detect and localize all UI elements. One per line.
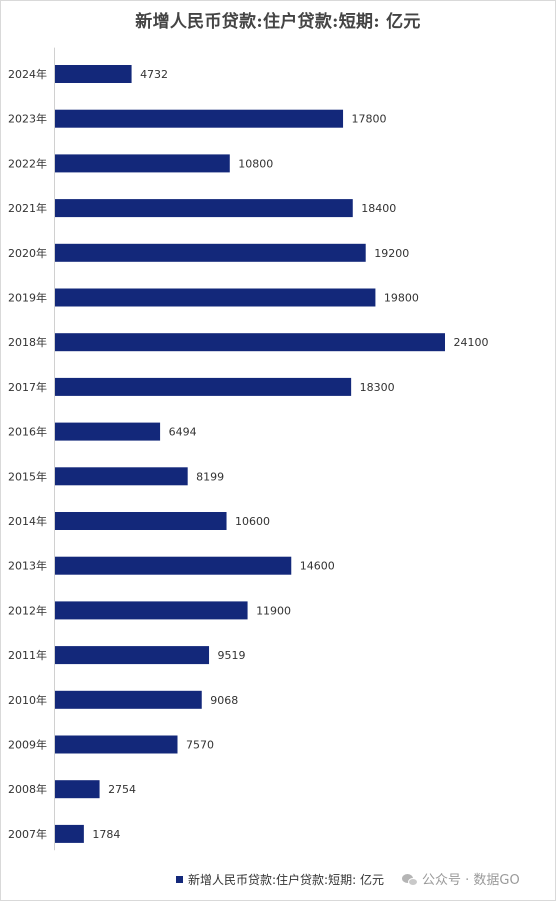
bar [55, 65, 132, 83]
y-tick-label: 2016年 [8, 425, 47, 439]
y-tick-label: 2010年 [8, 693, 47, 707]
data-label: 17800 [352, 113, 387, 126]
y-tick-label: 2014年 [8, 514, 47, 528]
data-label: 9068 [210, 694, 238, 707]
bar [55, 109, 344, 128]
data-label: 7570 [186, 739, 214, 752]
bar [55, 333, 445, 352]
data-label: 4732 [140, 68, 168, 81]
y-tick-label: 2018年 [8, 335, 47, 349]
data-label: 8199 [196, 470, 224, 483]
y-tick-label: 2012年 [8, 603, 47, 617]
data-label: 9519 [218, 649, 246, 662]
data-label: 10600 [235, 515, 270, 528]
data-label: 10800 [238, 157, 273, 170]
y-tick-label: 2009年 [8, 738, 47, 752]
y-tick-label: 2023年 [8, 112, 47, 126]
bar [55, 467, 188, 486]
bar [55, 243, 366, 262]
data-label: 14600 [300, 560, 335, 573]
bar [55, 780, 100, 799]
wechat-icon [402, 873, 418, 886]
bar [55, 422, 161, 441]
y-tick-label: 2007年 [8, 827, 47, 841]
legend-swatch [176, 876, 183, 883]
data-label: 19800 [384, 292, 419, 305]
y-tick-label: 2024年 [8, 67, 47, 81]
data-label: 18300 [360, 381, 395, 394]
data-label: 24100 [454, 336, 489, 349]
y-tick-label: 2013年 [8, 559, 47, 573]
legend: 新增人民币贷款:住户贷款:短期: 亿元 [176, 871, 384, 888]
bar [55, 601, 248, 620]
bar [55, 690, 202, 709]
y-tick-label: 2017年 [8, 380, 47, 394]
bar [55, 154, 230, 173]
bar [55, 824, 84, 843]
watermark-text: 公众号 · 数据GO [422, 873, 520, 888]
watermark: 公众号 · 数据GO [402, 869, 520, 888]
bar [55, 556, 292, 575]
data-label: 11900 [256, 604, 291, 617]
bar [55, 646, 210, 665]
y-tick-label: 2019年 [8, 291, 47, 305]
data-label: 1784 [92, 828, 120, 841]
y-tick-label: 2020年 [8, 246, 47, 260]
bar [55, 377, 352, 396]
bar [55, 735, 178, 754]
y-tick-label: 2021年 [8, 201, 47, 215]
data-label: 6494 [169, 426, 197, 439]
y-tick-label: 2008年 [8, 782, 47, 796]
bar [55, 512, 227, 530]
y-tick-label: 2015年 [8, 469, 47, 483]
y-tick-label: 2011年 [8, 648, 47, 662]
legend-label: 新增人民币贷款:住户贷款:短期: 亿元 [188, 873, 384, 887]
bar [55, 288, 376, 307]
bar [55, 199, 353, 218]
data-label: 18400 [361, 202, 396, 215]
chart-title: 新增人民币贷款:住户贷款:短期: 亿元 [135, 12, 421, 32]
y-tick-label: 2022年 [8, 156, 47, 170]
data-label: 19200 [374, 247, 409, 260]
data-label: 2754 [108, 783, 136, 796]
